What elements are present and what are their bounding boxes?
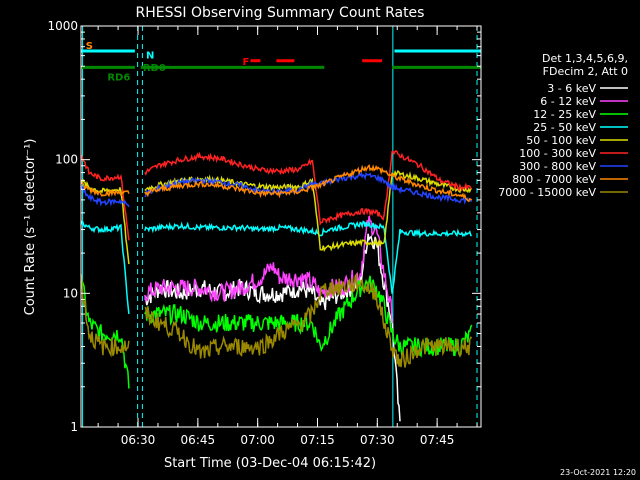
y-axis-label: Count Rate (s⁻¹ detector⁻¹) (23, 139, 38, 316)
y-tick-label: 100 (55, 153, 78, 167)
legend-label: 3 - 6 keV (547, 82, 596, 95)
state-label-n: N (146, 51, 154, 62)
legend-label: 25 - 50 keV (533, 121, 596, 134)
legend-label: 800 - 7000 keV (512, 173, 596, 186)
x-axis: 06:30 06:45 07:00 07:15 07:30 07:45 (97, 26, 478, 447)
plot-frame (80, 25, 482, 428)
x-tick-label: 06:45 (181, 433, 216, 447)
legend-label: 7000 - 15000 keV (498, 186, 596, 199)
series-line-7000-15000-kev (80, 272, 473, 368)
state-label-rd0: RD0 (143, 63, 166, 74)
series-line-12-25-kev (80, 275, 473, 389)
x-tick-label: 07:15 (300, 433, 335, 447)
series-line-6-12-kev (144, 215, 393, 324)
y-axis: 1 10 100 1000 (47, 19, 481, 434)
state-label-rd6: RD6 (107, 72, 130, 83)
legend-label: 100 - 300 keV (519, 147, 596, 160)
x-tick-label: 07:45 (420, 433, 455, 447)
x-tick-label: 06:30 (121, 433, 156, 447)
state-label-f: F (243, 57, 250, 68)
y-tick-label: 10 (63, 286, 78, 300)
series-line-100-300-kev (80, 150, 472, 241)
state-label-s: S (86, 41, 93, 52)
x-tick-label: 07:30 (360, 433, 395, 447)
x-tick-label: 07:00 (240, 433, 275, 447)
legend-header: Det 1,3,4,5,6,9, (542, 52, 628, 65)
legend: Det 1,3,4,5,6,9,FDecim 2, Att 0 3 - 6 keV… (498, 52, 628, 199)
series-line-25-50-kev (80, 220, 472, 315)
legend-label: 50 - 100 keV (526, 134, 596, 147)
x-axis-label: Start Time (03-Dec-04 06:15:42) (164, 456, 376, 471)
timestamp: 23-Oct-2021 12:20 (560, 468, 636, 477)
series-line-800-7000-kev (80, 164, 473, 203)
y-tick-label: 1000 (47, 19, 78, 33)
chart-title: RHESSI Observing Summary Count Rates (136, 5, 425, 21)
y-tick-label: 1 (70, 420, 78, 434)
legend-label: 300 - 800 keV (519, 160, 596, 173)
legend-label: 6 - 12 keV (540, 95, 596, 108)
legend-header: FDecim 2, Att 0 (543, 65, 628, 78)
legend-label: 12 - 25 keV (533, 108, 596, 121)
